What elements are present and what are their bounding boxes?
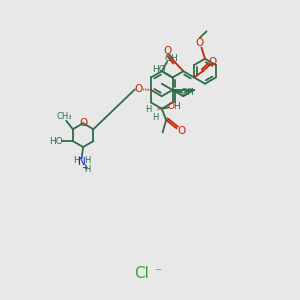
Text: H: H bbox=[152, 112, 158, 122]
Text: O: O bbox=[196, 38, 204, 48]
Text: CH₃: CH₃ bbox=[56, 112, 72, 121]
Text: ⁻: ⁻ bbox=[154, 266, 161, 280]
Text: +: + bbox=[81, 163, 88, 172]
Text: OH: OH bbox=[181, 88, 194, 97]
Text: H: H bbox=[73, 156, 80, 165]
Text: OH: OH bbox=[164, 54, 178, 63]
Text: HO: HO bbox=[50, 136, 63, 146]
Text: O: O bbox=[79, 118, 87, 128]
Text: Cl: Cl bbox=[134, 266, 148, 281]
Text: H: H bbox=[145, 105, 151, 114]
Text: N: N bbox=[78, 158, 86, 167]
Text: H: H bbox=[84, 156, 90, 165]
Text: O: O bbox=[134, 84, 142, 94]
Text: OH: OH bbox=[167, 102, 181, 111]
Text: O: O bbox=[163, 46, 171, 56]
Text: HO: HO bbox=[152, 65, 166, 74]
Text: O: O bbox=[208, 57, 217, 67]
Text: H: H bbox=[84, 164, 90, 173]
Text: O: O bbox=[178, 126, 186, 136]
